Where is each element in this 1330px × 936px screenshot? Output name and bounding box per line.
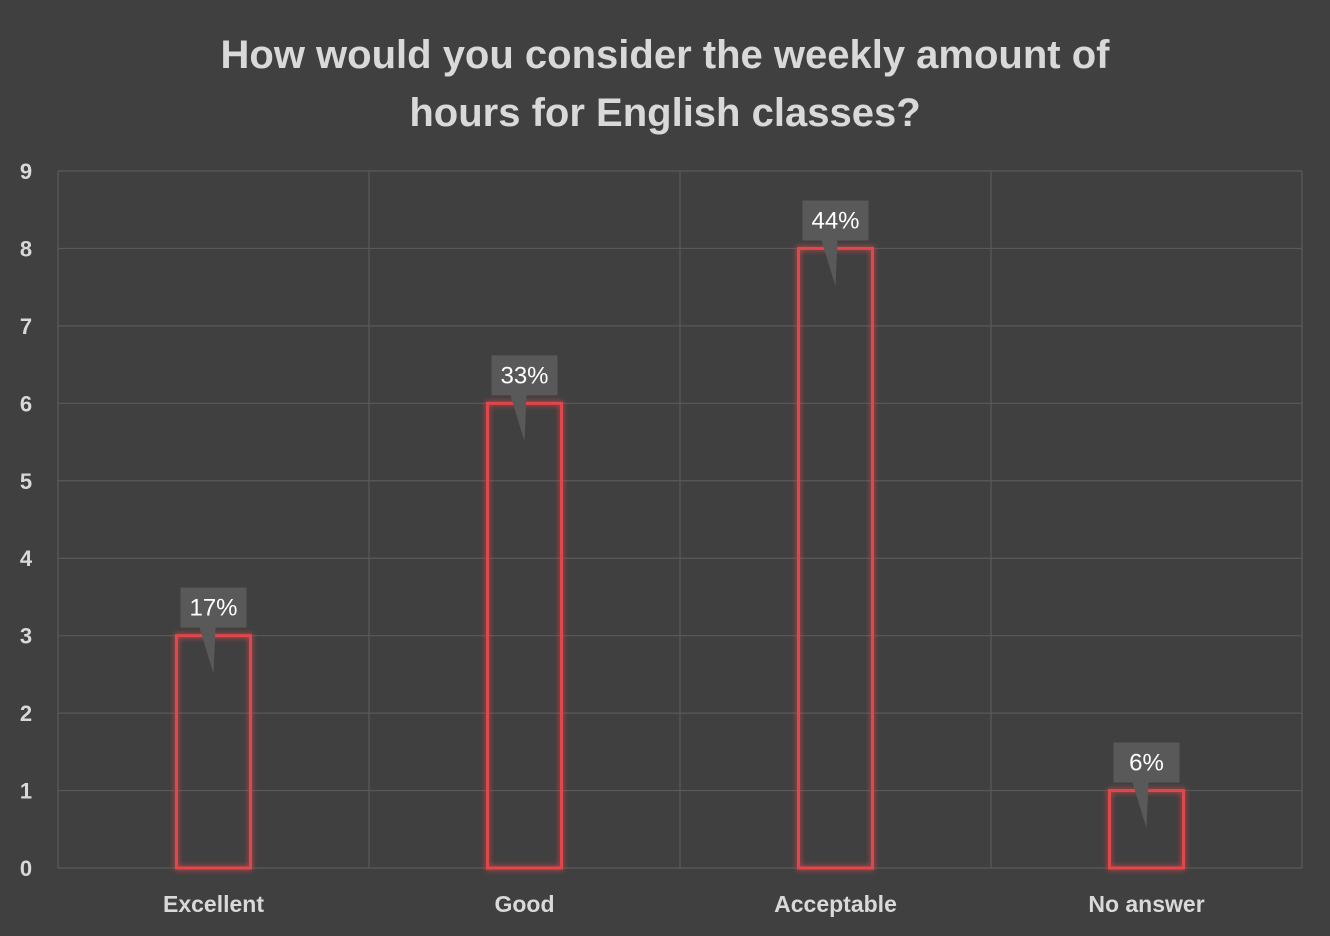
data-label-text: 33% [500, 362, 548, 389]
data-label: 6% [1113, 742, 1180, 829]
data-label: 33% [491, 355, 558, 442]
data-label-callout [180, 587, 247, 674]
data-label-text: 44% [811, 207, 859, 234]
gridlines [57, 170, 1303, 869]
chart-title-line-2: hours for English classes? [409, 91, 921, 135]
x-category-label: Acceptable [774, 891, 897, 917]
y-axis: 0 1 2 3 4 5 6 7 8 9 [20, 159, 33, 881]
y-tick-label: 7 [20, 314, 32, 339]
data-labels: 17% 33% 44% 6% [180, 200, 1180, 829]
data-label-text: 6% [1129, 750, 1164, 777]
y-tick-label: 3 [20, 624, 32, 649]
data-label: 17% [180, 587, 247, 674]
x-category-label: Excellent [163, 891, 264, 917]
x-category-label: No answer [1088, 891, 1204, 917]
y-tick-label: 0 [20, 856, 32, 881]
y-tick-label: 5 [20, 469, 32, 494]
y-tick-label: 9 [20, 159, 32, 184]
data-label-callout [802, 200, 869, 287]
data-label: 44% [802, 200, 869, 287]
data-label-text: 17% [189, 595, 237, 622]
data-label-callout [1113, 742, 1180, 829]
y-tick-label: 6 [20, 391, 32, 416]
chart-title: How would you consider the weekly amount… [0, 26, 1330, 142]
y-tick-label: 2 [20, 701, 32, 726]
data-label-callout [491, 355, 558, 442]
y-tick-label: 1 [20, 779, 32, 804]
x-category-label: Good [494, 891, 554, 917]
y-tick-label: 4 [20, 546, 33, 571]
y-tick-label: 8 [20, 236, 32, 261]
chart-title-line-1: How would you consider the weekly amount… [220, 33, 1110, 77]
x-axis: Excellent Good Acceptable No answer [163, 891, 1205, 917]
